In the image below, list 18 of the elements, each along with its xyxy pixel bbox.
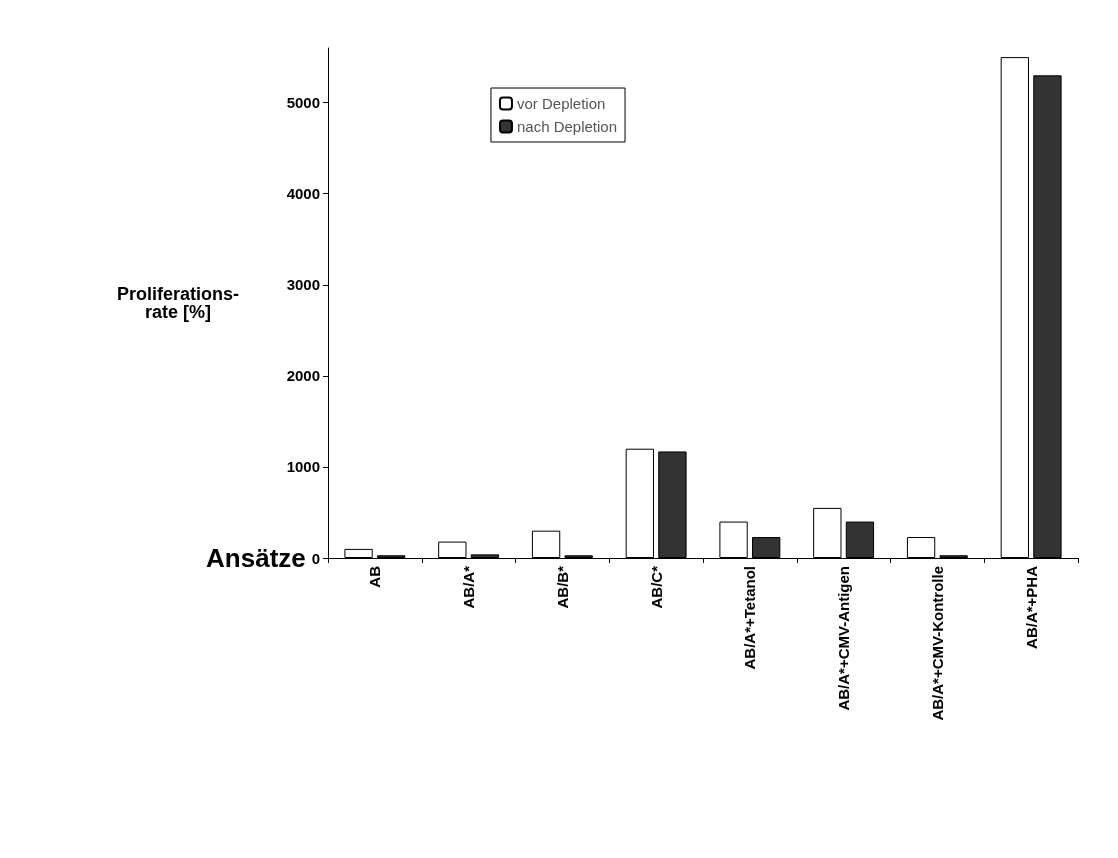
- y-axis-title: Proliferations- rate [%]: [116, 284, 240, 322]
- x-tick-label: AB: [366, 565, 384, 588]
- x-tick-label: AB/A*+Tetanol: [741, 566, 759, 670]
- x-tick-label: AB/A*: [460, 565, 478, 609]
- y-tick-label: 4000: [286, 185, 320, 203]
- x-tick-label: AB/C*: [647, 565, 665, 609]
- y-tick-label: 3000: [286, 276, 320, 294]
- y-tick-label: 1000: [286, 458, 320, 476]
- x-tick-label: AB/A*+PHA: [1022, 565, 1040, 649]
- x-tick-label: AB/A*+CMV-Kontrolle: [928, 566, 946, 721]
- y-tick-label: 0: [311, 549, 320, 567]
- legend-label: nach Depletion: [516, 118, 618, 135]
- y-tick-label: 2000: [286, 367, 320, 385]
- x-tick-label: AB/B*: [553, 565, 571, 609]
- legend-label: vor Depletion: [516, 95, 606, 112]
- y-tick-label: 5000: [286, 94, 320, 112]
- x-axis-title: Ansätze: [206, 543, 306, 573]
- x-tick-label: AB/A*+CMV-Antigen: [835, 566, 853, 711]
